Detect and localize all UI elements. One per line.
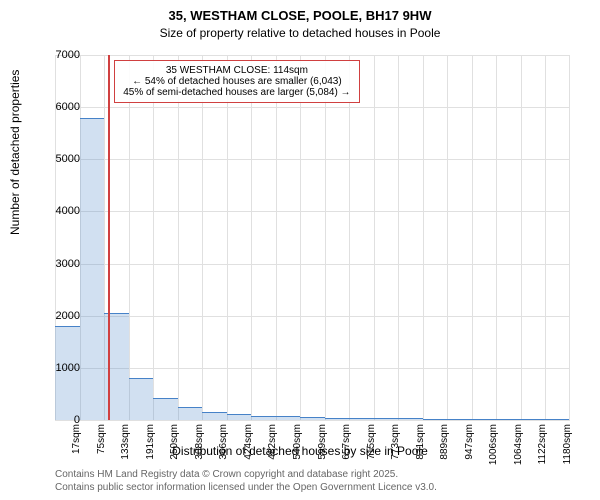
histogram-bar bbox=[129, 378, 154, 420]
x-tick-label: 75sqm bbox=[96, 424, 107, 454]
x-tick-label: 657sqm bbox=[341, 424, 352, 460]
x-tick-label: 831sqm bbox=[415, 424, 426, 460]
chart-title: 35, WESTHAM CLOSE, POOLE, BH17 9HW bbox=[0, 8, 600, 23]
y-tick-label: 5000 bbox=[56, 153, 80, 165]
footer-line-2: Contains public sector information licen… bbox=[55, 481, 437, 494]
y-tick-label: 2000 bbox=[56, 310, 80, 322]
histogram-bar bbox=[472, 419, 497, 420]
x-tick-label: 250sqm bbox=[169, 424, 180, 460]
histogram-bar bbox=[251, 416, 276, 420]
info-box-line: 45% of semi-detached houses are larger (… bbox=[123, 87, 350, 98]
histogram-bar bbox=[300, 417, 325, 420]
x-tick-label: 1180sqm bbox=[562, 424, 573, 464]
x-tick-label: 1006sqm bbox=[488, 424, 499, 465]
grid-line-v bbox=[227, 55, 228, 420]
histogram-bar bbox=[349, 418, 374, 420]
y-axis-label: Number of detached properties bbox=[8, 70, 22, 235]
grid-line-v bbox=[251, 55, 252, 420]
grid-line-v bbox=[398, 55, 399, 420]
y-tick-label: 4000 bbox=[56, 205, 80, 217]
x-tick-label: 947sqm bbox=[464, 424, 475, 460]
y-tick-label: 7000 bbox=[56, 49, 80, 61]
grid-line-v bbox=[178, 55, 179, 420]
x-tick-label: 540sqm bbox=[292, 424, 303, 460]
histogram-bar bbox=[202, 412, 227, 420]
x-tick-label: 191sqm bbox=[145, 424, 156, 460]
grid-line-h bbox=[55, 316, 570, 317]
histogram-bar bbox=[80, 118, 105, 420]
histogram-bar bbox=[447, 419, 472, 420]
grid-line-v bbox=[423, 55, 424, 420]
x-tick-label: 482sqm bbox=[267, 424, 278, 460]
info-box-line: ← 54% of detached houses are smaller (6,… bbox=[123, 76, 350, 87]
grid-line-h bbox=[55, 55, 570, 56]
footer-line-1: Contains HM Land Registry data © Crown c… bbox=[55, 468, 437, 481]
grid-line-h bbox=[55, 420, 570, 421]
x-tick-label: 1122sqm bbox=[537, 424, 548, 464]
histogram-bar bbox=[178, 407, 203, 420]
histogram-bar bbox=[325, 418, 350, 420]
y-tick-label: 1000 bbox=[56, 362, 80, 374]
grid-line-v bbox=[374, 55, 375, 420]
grid-line-v bbox=[202, 55, 203, 420]
histogram-bar bbox=[423, 419, 448, 420]
grid-line-v bbox=[521, 55, 522, 420]
histogram-bar bbox=[153, 398, 178, 420]
grid-line-h bbox=[55, 264, 570, 265]
grid-line-v bbox=[300, 55, 301, 420]
x-tick-label: 17sqm bbox=[71, 424, 82, 454]
info-box: 35 WESTHAM CLOSE: 114sqm← 54% of detache… bbox=[114, 60, 359, 103]
x-tick-label: 308sqm bbox=[194, 424, 205, 460]
grid-line-v bbox=[545, 55, 546, 420]
grid-line-v bbox=[496, 55, 497, 420]
grid-line-h bbox=[55, 368, 570, 369]
grid-line-v bbox=[349, 55, 350, 420]
grid-line-v bbox=[153, 55, 154, 420]
grid-line-h bbox=[55, 107, 570, 108]
grid-line-v bbox=[472, 55, 473, 420]
grid-line-h bbox=[55, 211, 570, 212]
x-tick-label: 599sqm bbox=[317, 424, 328, 460]
x-tick-label: 366sqm bbox=[218, 424, 229, 460]
x-tick-label: 424sqm bbox=[243, 424, 254, 460]
x-tick-label: 133sqm bbox=[120, 424, 131, 460]
info-box-line: 35 WESTHAM CLOSE: 114sqm bbox=[123, 65, 350, 76]
y-tick-label: 6000 bbox=[56, 101, 80, 113]
x-tick-label: 773sqm bbox=[390, 424, 401, 460]
plot-area bbox=[55, 55, 570, 420]
y-tick-label: 3000 bbox=[56, 258, 80, 270]
grid-line-v bbox=[325, 55, 326, 420]
x-tick-label: 715sqm bbox=[366, 424, 377, 460]
histogram-bar bbox=[496, 419, 521, 420]
histogram-bar bbox=[521, 419, 546, 420]
grid-line-v bbox=[447, 55, 448, 420]
x-tick-label: 889sqm bbox=[439, 424, 450, 460]
pointer-line bbox=[108, 55, 110, 420]
x-tick-label: 1064sqm bbox=[513, 424, 524, 465]
grid-line-v bbox=[569, 55, 570, 420]
footer-attribution: Contains HM Land Registry data © Crown c… bbox=[55, 468, 437, 494]
grid-line-v bbox=[129, 55, 130, 420]
histogram-bar bbox=[276, 416, 301, 420]
chart-subtitle: Size of property relative to detached ho… bbox=[0, 26, 600, 40]
grid-line-h bbox=[55, 159, 570, 160]
histogram-bar bbox=[227, 414, 252, 420]
histogram-bar bbox=[374, 418, 399, 420]
histogram-bar bbox=[545, 419, 570, 420]
histogram-bar bbox=[398, 418, 423, 420]
grid-line-v bbox=[276, 55, 277, 420]
